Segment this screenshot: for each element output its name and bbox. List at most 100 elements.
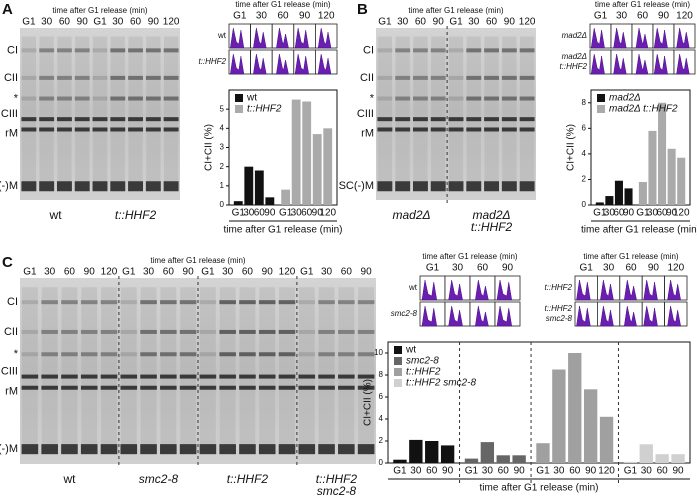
gel-band [56,127,72,132]
gel-band [160,300,177,305]
flow-lane-label: 30 [603,263,615,274]
y-tick-label: 0 [220,200,225,209]
gel-band [61,374,78,379]
gel-band [41,300,58,305]
bar [624,188,633,205]
lane-label: 60 [415,17,427,28]
gel-band [239,374,256,379]
gel-band [21,374,39,379]
flow-histogram [274,27,289,49]
bar [614,180,623,205]
lane-smear [21,287,38,455]
flow-lane-label: 30 [452,263,464,274]
gel-band [92,75,108,80]
gel-band [448,96,464,101]
gel-band [160,329,177,334]
gel-band [239,352,256,357]
lane-smear [484,36,499,192]
gel-band [258,300,276,305]
gel-band [430,48,446,53]
bar [302,101,312,205]
legend-swatch [235,94,243,102]
gel-band [120,374,138,379]
gel-band [100,374,118,379]
flow-histogram [496,279,513,301]
gel-band [448,181,464,192]
gel-band [21,75,37,80]
x-tick-label: 120 [319,208,336,219]
flow-row-label: mad2Δ [562,31,587,40]
gel-band [466,96,482,101]
gel-band [357,374,375,379]
bar [552,369,566,463]
gel-band [140,374,157,379]
gel-band [448,48,464,53]
gel-band [56,181,72,192]
lane-smear [61,287,78,455]
gel-band [145,181,161,192]
y-tick-label: 2 [220,162,225,171]
gel-band [519,48,535,53]
lane-smear [259,287,276,455]
flow-histogram [421,279,438,301]
y-tick-label: 6 [379,392,384,401]
row-label: CIII [357,108,374,120]
flow-histogram [599,305,614,327]
gel-band [56,48,72,53]
gel-band [199,444,217,455]
lane-smear [41,287,58,455]
flow-row-label: smc2-8 [546,314,573,323]
gel-band [501,96,517,101]
x-tick-label: 30 [482,466,494,477]
gel-band [448,75,464,80]
gel-band [501,117,517,122]
gel-band [219,352,236,357]
gel-band [92,96,108,101]
gel-header: time after G1 release (min) [52,6,147,15]
gel-band [519,75,535,80]
lane-label: 90 [183,267,195,278]
gel-band [298,444,316,455]
gel-band [466,48,482,53]
bar [536,443,550,463]
flow-row-label: mad2Δ [562,52,587,61]
gel-band [278,300,296,305]
gel-band [128,127,144,132]
gel-band [74,75,90,80]
gel-band [39,75,55,80]
flow-row-label: t::HHF2 [559,62,587,71]
flow-histogram [317,27,332,49]
bar [323,128,333,205]
gel-band [519,127,535,132]
gel-band [466,117,482,122]
flow-histogram [599,279,614,301]
flow-histogram [317,53,332,75]
lane-label: 60 [130,17,142,28]
gel-band [258,374,276,379]
gel-band [100,300,118,305]
gel-band [110,181,126,192]
flow-lane-label: 120 [667,263,684,274]
bar [254,170,264,205]
row-label: SC(-)M [0,180,18,192]
flow-histogram [294,27,309,49]
y-tick-label: 2 [582,175,587,184]
x-axis-label: time after G1 release (min) [581,225,697,236]
gel-band [61,329,78,334]
flow-lane-label: 120 [676,11,693,22]
gel-band [145,48,161,53]
gel-band [160,444,177,455]
lane-smear [395,36,410,192]
flow-histogram [496,305,513,327]
gel-band [219,385,236,390]
gel-band [140,300,157,305]
legend-label: t::HHF2 [406,367,441,378]
gel-band [120,300,138,305]
gel-band [179,374,197,379]
x-tick-label: 60 [254,208,266,219]
bar [639,444,653,463]
flow-histogram [634,27,649,49]
x-tick-label: G1 [465,466,479,477]
x-tick-label: 30 [243,208,255,219]
gel-band [39,48,55,53]
